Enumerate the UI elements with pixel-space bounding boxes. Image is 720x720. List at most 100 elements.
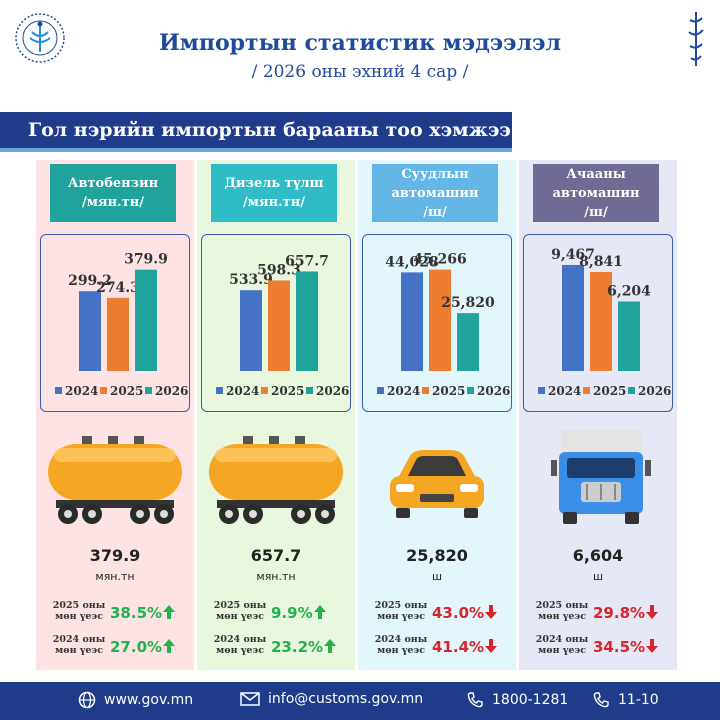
comparison-row: 2025 оны мөн үеэс 38.5% <box>52 600 192 628</box>
comparison-label: 2024 оны мөн үеэс <box>535 634 589 656</box>
arrow-down-icon <box>484 638 498 654</box>
legend-label: 2025 <box>271 384 304 398</box>
footer-phone-text: 1800-1281 <box>492 692 569 708</box>
legend-swatch <box>467 387 474 394</box>
legend-label: 2025 <box>593 384 626 398</box>
product-column-diesel: Дизель түлш /мян.тн/533.9 598.3 657.7 2024 2… <box>197 160 355 670</box>
bar-2024 <box>401 272 423 371</box>
bar-value-label: 6,204 <box>607 284 651 300</box>
comparison-label: 2025 оны мөн үеэс <box>52 600 106 622</box>
total-unit: мян.тн <box>256 570 296 583</box>
comparison-percent: 38.5% <box>110 604 163 622</box>
bar-2025 <box>429 269 451 371</box>
legend-label: 2026 <box>316 384 349 398</box>
bar-2024 <box>562 264 584 371</box>
product-column-passenger-car: Суудлын автомашин /ш/44,028 45,266 25,820 2… <box>358 160 516 670</box>
legend-label: 2026 <box>638 384 671 398</box>
legend-label: 2024 <box>548 384 581 398</box>
legend-label: 2026 <box>155 384 188 398</box>
legend-swatch <box>261 387 268 394</box>
arrow-up-icon <box>323 638 337 654</box>
cargo-truck-icon <box>519 422 677 532</box>
comparison-label: 2024 оны мөн үеэс <box>213 634 267 656</box>
comparison-label: 2024 оны мөн үеэс <box>374 634 428 656</box>
legend-swatch <box>216 387 223 394</box>
legend-swatch <box>538 387 545 394</box>
bar-value-label: 657.7 <box>285 253 329 269</box>
total-value: 657.7 <box>250 546 302 565</box>
bar-2025 <box>268 280 290 371</box>
page-title: Импортын статистик мэдээлэл <box>158 30 561 56</box>
bar-2024 <box>79 291 101 371</box>
footer-website-text: www.gov.mn <box>104 692 194 708</box>
fuel-tanker-icon <box>197 422 355 532</box>
footer-short-phone[interactable]: 11-10 <box>592 691 659 709</box>
bar-value-label: 379.9 <box>124 252 168 268</box>
comparison-percent: 41.4% <box>432 638 485 656</box>
comparison-percent: 43.0% <box>432 604 485 622</box>
bar-2026 <box>457 313 479 371</box>
bar-chart: 533.9 598.3 657.7 2024 2025 2026 <box>201 234 351 412</box>
legend-label: 2026 <box>477 384 510 398</box>
arrow-up-icon <box>162 604 176 620</box>
comparison-percent: 27.0% <box>110 638 163 656</box>
customs-emblem-icon <box>15 13 65 63</box>
product-tag: Суудлын автомашин /ш/ <box>372 164 498 222</box>
bar-chart: 44,028 45,266 25,820 2024 2025 2026 <box>362 234 512 412</box>
bar-value-label: 533.9 <box>229 272 273 288</box>
bar-2026 <box>296 271 318 371</box>
comparison-percent: 23.2% <box>271 638 324 656</box>
bar-2025 <box>590 271 612 371</box>
legend-swatch <box>55 387 62 394</box>
bar-value-label: 274.3 <box>96 280 140 296</box>
legend-swatch <box>100 387 107 394</box>
legend-label: 2024 <box>387 384 420 398</box>
arrow-down-icon <box>484 604 498 620</box>
comparison-percent: 9.9% <box>271 604 313 622</box>
header: Импортын статистик мэдээлэл / 2026 оны э… <box>0 0 720 110</box>
footer-email[interactable]: info@customs.gov.mn <box>240 691 423 707</box>
bar-value-label: 45,266 <box>413 252 467 268</box>
legend-label: 2024 <box>65 384 98 398</box>
bar-value-label: 25,820 <box>441 295 495 311</box>
legend-label: 2025 <box>432 384 465 398</box>
bar-chart: 299.2 274.3 379.9 2024 2025 2026 <box>40 234 190 412</box>
comparison-row: 2024 оны мөн үеэс 23.2% <box>213 634 353 662</box>
mongolian-script-logo-icon <box>688 12 704 66</box>
product-tag: Автобензин /мян.тн/ <box>50 164 176 222</box>
total-unit: мян.тн <box>95 570 135 583</box>
comparison-percent: 34.5% <box>593 638 646 656</box>
bar-2025 <box>107 297 129 371</box>
total-value: 6,604 <box>572 546 624 565</box>
comparison-label: 2025 оны мөн үеэс <box>535 600 589 622</box>
legend-swatch <box>377 387 384 394</box>
footer-website[interactable]: www.gov.mn <box>78 691 193 709</box>
footer-phone[interactable]: 1800-1281 <box>466 691 568 709</box>
page-subtitle: / 2026 оны эхний 4 сар / <box>251 62 469 82</box>
comparison-row: 2024 оны мөн үеэс 27.0% <box>52 634 192 662</box>
legend-swatch <box>422 387 429 394</box>
bar-value-label: 299.2 <box>68 273 112 289</box>
total-unit: ш <box>592 570 604 583</box>
footer: www.gov.mn info@customs.gov.mn 1800-1281… <box>0 682 720 720</box>
total-value: 25,820 <box>406 546 468 565</box>
legend-label: 2024 <box>226 384 259 398</box>
product-column-gasoline: Автобензин /мян.тн/299.2 274.3 379.9 2024 20… <box>36 160 194 670</box>
total-value: 379.9 <box>89 546 141 565</box>
product-tag: Дизель түлш /мян.тн/ <box>211 164 337 222</box>
comparison-row: 2025 оны мөн үеэс 29.8% <box>535 600 675 628</box>
legend-swatch <box>583 387 590 394</box>
globe-icon <box>78 691 96 709</box>
total-unit: ш <box>431 570 443 583</box>
comparison-label: 2025 оны мөн үеэс <box>213 600 267 622</box>
fuel-tanker-icon <box>36 422 194 532</box>
mail-icon <box>240 692 260 706</box>
comparison-label: 2025 оны мөн үеэс <box>374 600 428 622</box>
comparison-row: 2025 оны мөн үеэс 9.9% <box>213 600 353 628</box>
bar-value-label: 598.3 <box>257 262 301 278</box>
comparison-row: 2024 оны мөн үеэс 41.4% <box>374 634 514 662</box>
